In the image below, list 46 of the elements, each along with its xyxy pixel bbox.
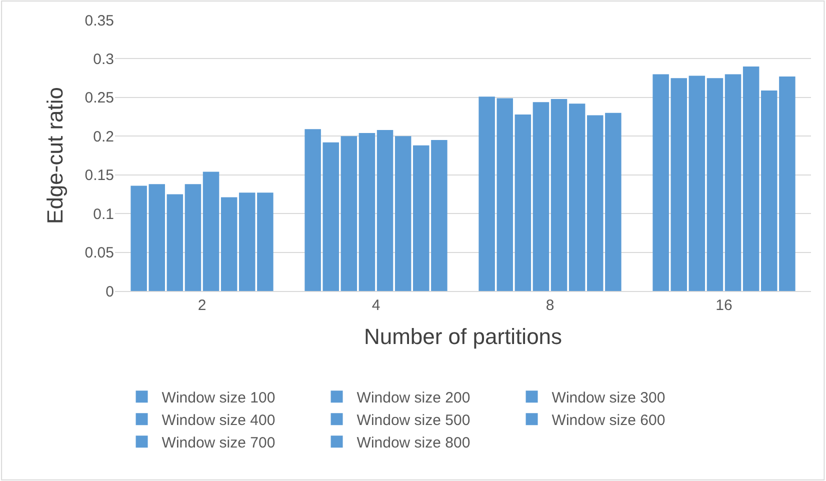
bar bbox=[322, 142, 339, 291]
bar bbox=[220, 197, 238, 291]
legend-label: Window size 200 bbox=[356, 390, 470, 407]
y-tick-label: 0.3 bbox=[93, 50, 114, 68]
bar bbox=[742, 66, 760, 291]
bar bbox=[514, 114, 532, 291]
y-tick-label: 0.05 bbox=[84, 244, 114, 262]
y-tick-label: 0.1 bbox=[93, 206, 114, 223]
bar bbox=[496, 98, 513, 291]
x-tick-label: 4 bbox=[372, 297, 380, 314]
legend-label: Window size 100 bbox=[162, 390, 276, 407]
bar bbox=[478, 96, 495, 291]
legend-label: Window size 800 bbox=[356, 434, 470, 452]
bar bbox=[166, 194, 184, 291]
y-tick-label: 0 bbox=[106, 283, 114, 300]
bar bbox=[670, 78, 687, 291]
bar bbox=[724, 74, 742, 291]
bar bbox=[202, 172, 220, 291]
x-tick-label: 16 bbox=[716, 297, 732, 314]
bar bbox=[148, 184, 165, 291]
legend-label: Window size 300 bbox=[552, 390, 666, 407]
y-tick-label: 0.35 bbox=[84, 12, 114, 30]
x-tick-label: 2 bbox=[198, 297, 206, 314]
legend-label: Window size 500 bbox=[356, 412, 470, 430]
bar bbox=[340, 136, 358, 291]
bar bbox=[304, 129, 321, 291]
y-tick-label: 0.2 bbox=[93, 128, 114, 146]
y-tick-label: 0.25 bbox=[84, 90, 114, 107]
legend-label: Window size 600 bbox=[552, 412, 666, 430]
legend-label: Window size 700 bbox=[162, 434, 276, 452]
y-axis-title: Edge-cut ratio bbox=[42, 87, 68, 224]
bar bbox=[550, 98, 568, 291]
legend-label: Window size 400 bbox=[162, 412, 276, 430]
bar bbox=[568, 104, 586, 291]
y-tick-label: 0.15 bbox=[84, 167, 114, 184]
bar bbox=[394, 136, 412, 291]
x-axis-title: Number of partitions bbox=[364, 324, 562, 349]
bar bbox=[376, 130, 394, 291]
bar bbox=[130, 186, 147, 291]
bar bbox=[184, 184, 202, 291]
bar bbox=[358, 133, 376, 291]
bar bbox=[532, 102, 550, 291]
bar bbox=[706, 78, 724, 291]
bar bbox=[652, 74, 669, 291]
bar bbox=[688, 76, 706, 291]
x-tick-label: 8 bbox=[546, 297, 554, 314]
